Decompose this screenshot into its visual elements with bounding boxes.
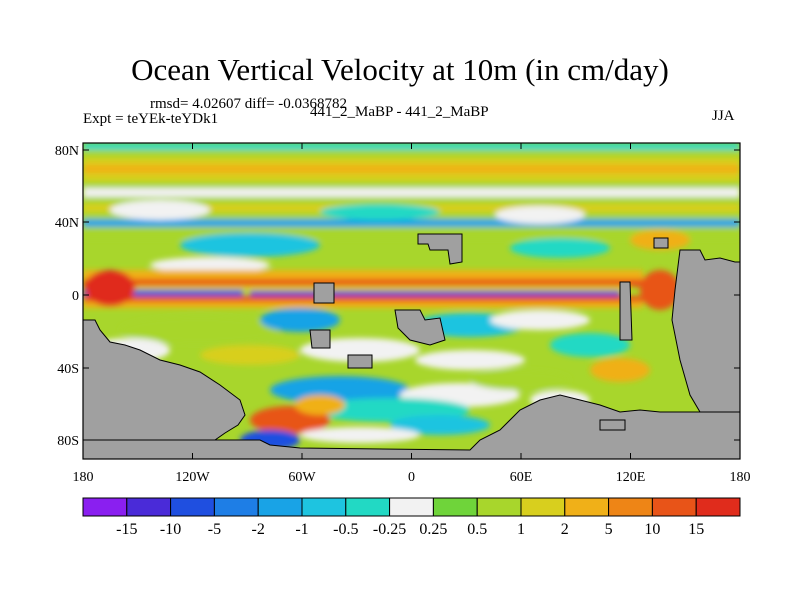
y-axis: 80N 40N 0 40S 80S bbox=[55, 144, 740, 449]
colorbar-swatch bbox=[564, 497, 610, 517]
colorbar-swatch bbox=[432, 497, 478, 517]
colorbar-label: 0.5 bbox=[467, 521, 487, 538]
colorbar-swatch bbox=[476, 497, 522, 517]
x-tick-label: 180 bbox=[730, 470, 751, 485]
y-tick-label: 0 bbox=[72, 289, 79, 304]
colorbar-label: -10 bbox=[160, 521, 181, 538]
colorbar-swatch bbox=[170, 497, 215, 517]
colorbar-label: -2 bbox=[252, 521, 265, 538]
colorbar-swatch bbox=[345, 497, 391, 517]
colorbar: -15 -10 -5 -2 -1 -0.5 -0.25 0.25 0.5 1 2 5 10 15 bbox=[82, 497, 741, 538]
colorbar-swatch bbox=[389, 497, 434, 517]
colorbar-label: 0.25 bbox=[419, 521, 447, 538]
colorbar-label: -5 bbox=[208, 521, 221, 538]
experiment-line: Expt = teYEk-teYDk1 bbox=[83, 111, 219, 127]
x-tick-label: 60E bbox=[510, 470, 533, 485]
colorbar-label: -1 bbox=[295, 521, 308, 538]
colorbar-label: 15 bbox=[688, 521, 704, 538]
colorbar-swatch bbox=[695, 497, 741, 517]
x-tick-label: 180 bbox=[73, 470, 94, 485]
land-mask bbox=[83, 233, 740, 459]
colorbar-swatch bbox=[82, 497, 128, 517]
colorbar-swatch bbox=[520, 497, 566, 517]
y-tick-label: 40N bbox=[55, 216, 79, 231]
x-axis: 180 120W 60W 0 60E 120E 180 bbox=[73, 143, 751, 485]
colorbar-label: -0.25 bbox=[373, 521, 406, 538]
colorbar-swatch bbox=[651, 497, 697, 517]
x-tick-label: 120E bbox=[616, 470, 646, 485]
model-line: 441_2_MaBP - 441_2_MaBP bbox=[310, 104, 489, 120]
colorbar-label: 2 bbox=[561, 521, 569, 538]
y-tick-label: 40S bbox=[57, 362, 79, 377]
x-tick-label: 60W bbox=[288, 470, 316, 485]
y-tick-label: 80S bbox=[57, 434, 79, 449]
colorbar-label: 5 bbox=[605, 521, 613, 538]
season-label: JJA bbox=[712, 108, 735, 124]
plot-title: Ocean Vertical Velocity at 10m (in cm/da… bbox=[131, 52, 669, 87]
colorbar-swatch bbox=[213, 497, 259, 517]
colorbar-label: -15 bbox=[116, 521, 137, 538]
colorbar-swatch bbox=[257, 497, 303, 517]
colorbar-label: 10 bbox=[644, 521, 660, 538]
y-tick-label: 80N bbox=[55, 144, 79, 159]
x-tick-label: 120W bbox=[175, 470, 210, 485]
colorbar-swatch bbox=[301, 497, 347, 517]
x-tick-label: 0 bbox=[408, 470, 415, 485]
colorbar-label: 1 bbox=[517, 521, 525, 538]
stats-line: rmsd= 4.02607 diff= -0.0368782 bbox=[150, 96, 348, 112]
colorbar-swatch bbox=[608, 497, 653, 517]
colorbar-label: -0.5 bbox=[333, 521, 358, 538]
colorbar-swatch bbox=[126, 497, 172, 517]
map-field bbox=[83, 143, 740, 459]
